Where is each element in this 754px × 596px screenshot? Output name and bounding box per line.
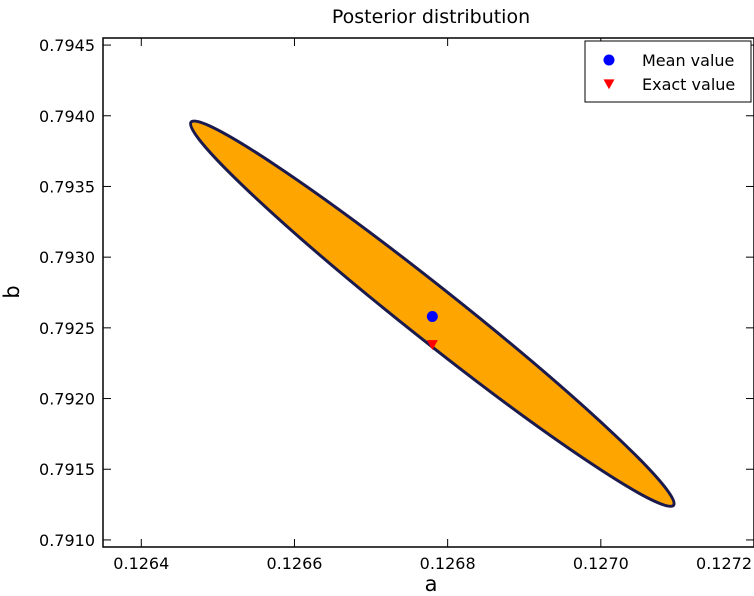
- legend-mean-value-label: Mean value: [642, 51, 734, 70]
- x-tick-label: 0.1268: [420, 554, 476, 573]
- y-tick-label: 0.7945: [39, 36, 95, 55]
- legend-box: [584, 40, 752, 103]
- y-tick-label: 0.7935: [39, 177, 95, 196]
- x-tick-label: 0.1264: [113, 554, 169, 573]
- legend-exact-value-label: Exact value: [642, 75, 735, 94]
- y-tick-label: 0.7940: [39, 107, 95, 126]
- y-tick-label: 0.7930: [39, 248, 95, 267]
- data-points: [426, 311, 438, 351]
- y-tick-label: 0.7915: [39, 460, 95, 479]
- y-axis-ticks: 0.7910 0.7915 0.7920 0.7925 0.7930 0.7935 0.79…: [39, 36, 754, 550]
- plot-area: [189, 119, 676, 508]
- mean-value-point: [426, 311, 438, 323]
- plot-frame: [102, 37, 754, 548]
- legend: Mean value Exact value: [584, 40, 752, 103]
- y-tick-label: 0.7910: [39, 531, 95, 550]
- y-tick-label: 0.7920: [39, 390, 95, 409]
- x-axis-ticks: 0.1264 0.1266 0.1268 0.1270 0.1272: [113, 38, 754, 573]
- chart-title: Posterior distribution: [332, 6, 530, 28]
- legend-exact-value-marker: [603, 79, 615, 90]
- y-axis-label: b: [0, 285, 24, 298]
- x-axis-label: a: [425, 572, 438, 596]
- legend-mean-value-marker: [603, 54, 615, 66]
- exact-value-point: [426, 340, 438, 351]
- x-tick-label: 0.1266: [266, 554, 322, 573]
- y-tick-label: 0.7925: [39, 319, 95, 338]
- x-tick-label: 0.1270: [573, 554, 629, 573]
- x-tick-label: 0.1272: [696, 554, 752, 573]
